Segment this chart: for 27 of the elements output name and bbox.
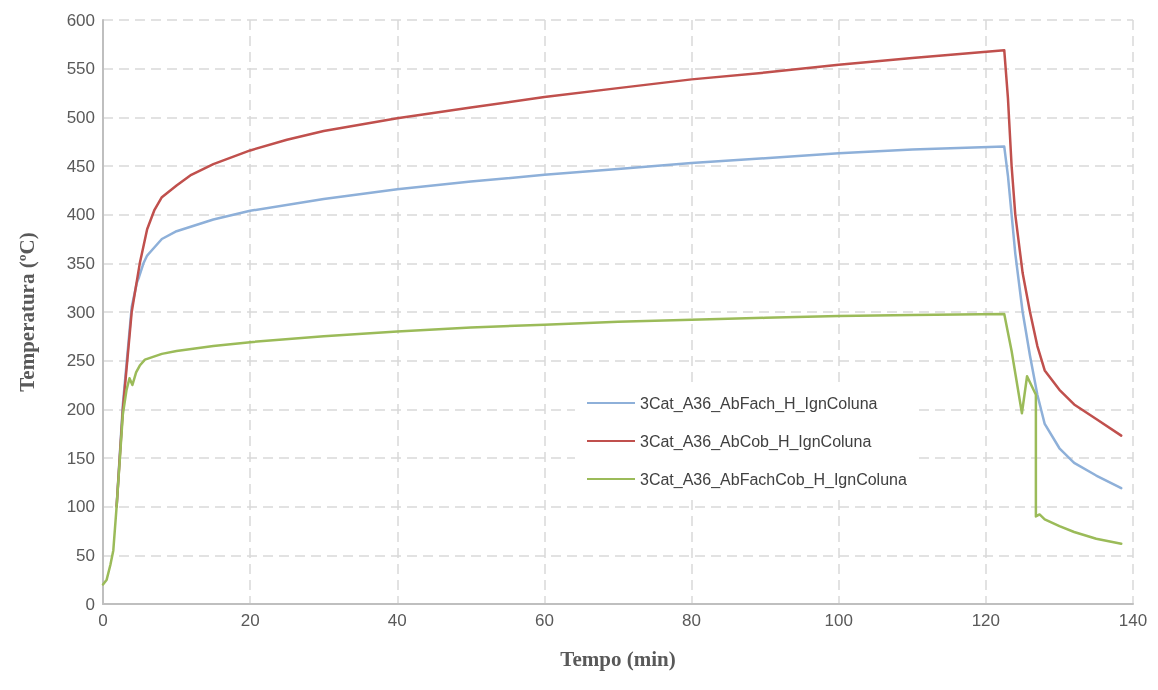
y-tick-label: 550 [66,59,95,79]
legend-label: 3Cat_A36_AbFachCob_H_IgnColuna [640,470,907,489]
legend-label: 3Cat_A36_AbCob_H_IgnColuna [640,432,872,451]
x-tick-label: 140 [1118,611,1148,630]
x-tick-label: 40 [387,611,407,630]
y-tick-label: 350 [66,253,95,273]
y-tick-label: 100 [66,497,95,517]
y-tick-label: 450 [66,156,95,176]
y-tick-label: 400 [66,205,95,225]
x-tick-label: 60 [534,611,554,630]
y-tick-label: 150 [66,448,95,468]
x-tick-label: 20 [240,611,260,630]
y-tick-label: 500 [66,107,95,127]
y-tick-label: 0 [85,594,95,614]
legend-label: 3Cat_A36_AbFach_H_IgnColuna [640,394,878,413]
y-tick-label: 200 [66,399,95,419]
y-tick-label: 600 [66,10,95,30]
x-tick-label: 120 [971,611,1001,630]
y-tick-label: 250 [66,351,95,371]
x-tick-label: 80 [682,611,702,630]
x-axis-title: Tempo (min) [560,646,676,671]
line-series [101,312,1123,586]
y-tick-label: 50 [76,545,95,565]
y-tick-label: 300 [66,302,95,322]
x-tick-label: 100 [824,611,853,630]
x-tick-label: 0 [98,611,108,630]
y-axis-title: Temperatura (ºC) [14,232,39,392]
